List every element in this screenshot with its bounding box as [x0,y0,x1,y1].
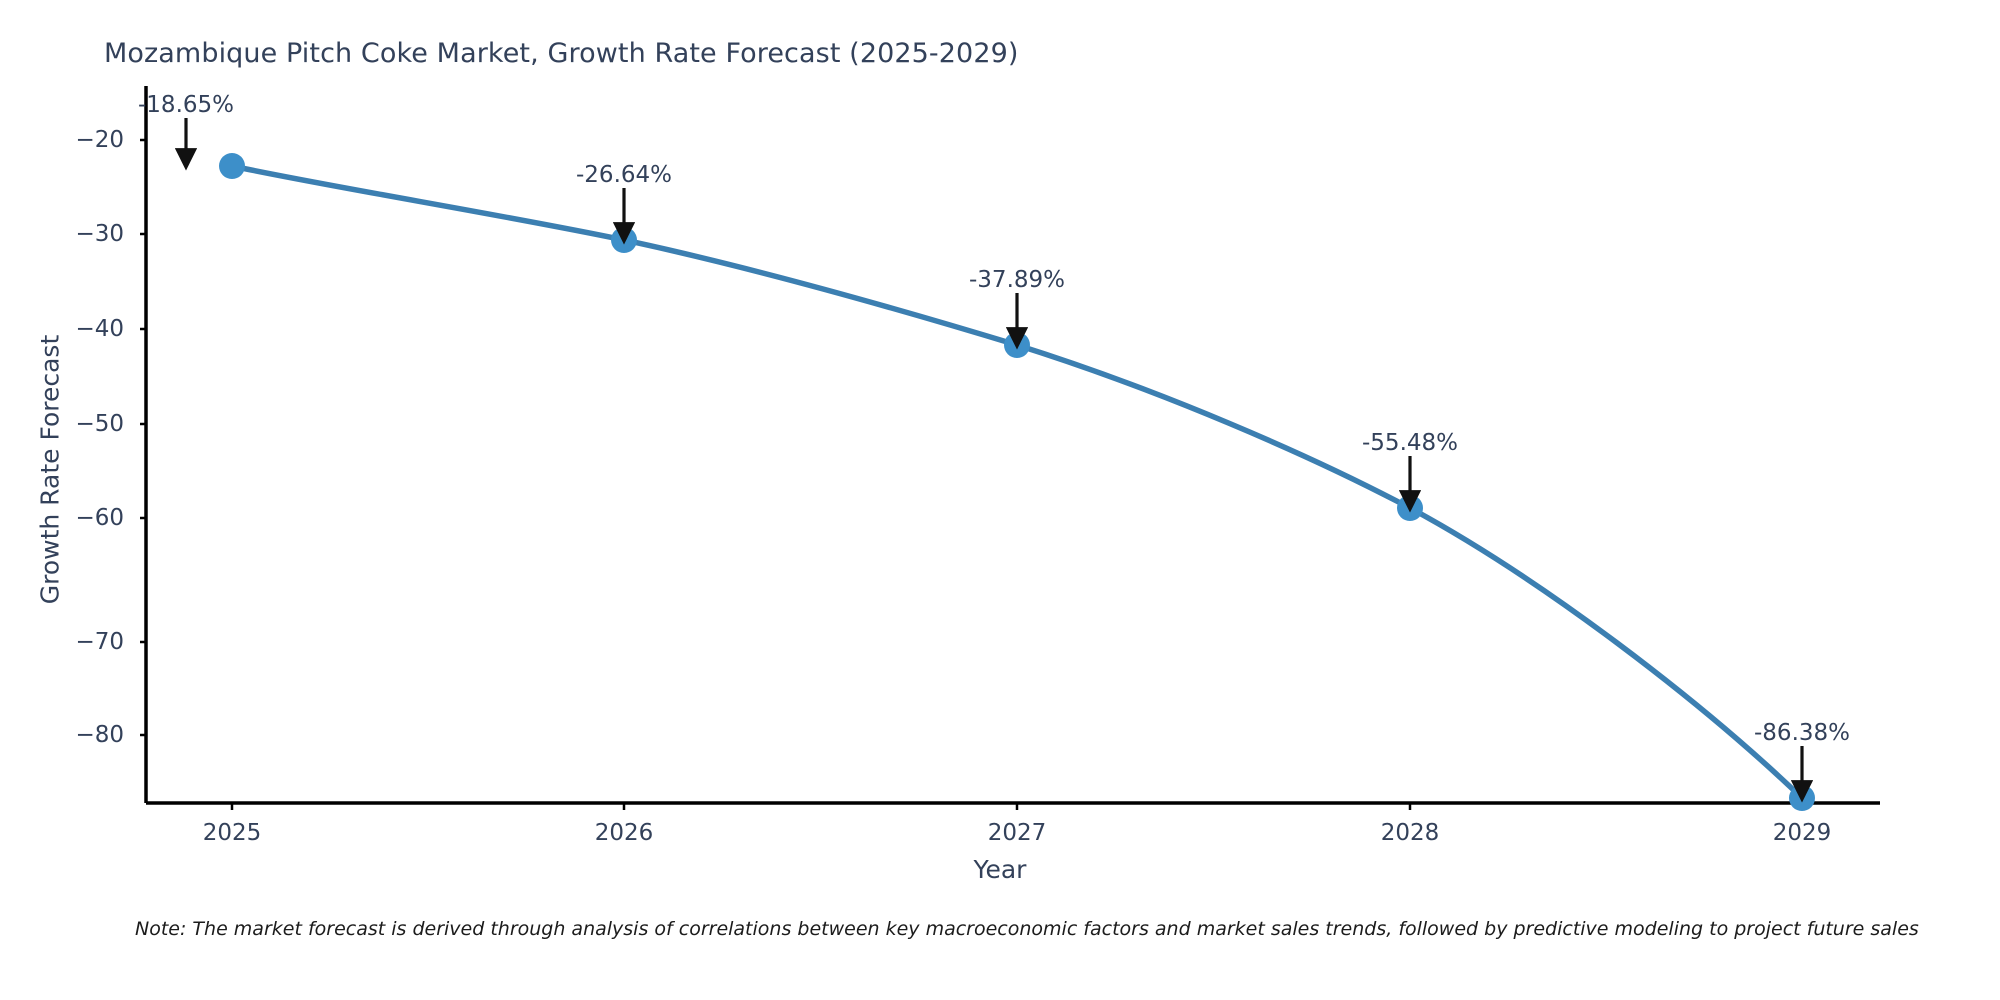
footnote-note: Note: The market forecast is derived thr… [135,918,1919,940]
x-tick-label: 2029 [1772,820,1832,846]
data-point-marker[interactable] [1397,495,1423,521]
y-tick-label: −80 [75,722,124,748]
data-point-marker[interactable] [611,227,637,253]
data-point-annotation: -26.64% [576,162,672,188]
data-point-annotation: -37.89% [969,267,1065,293]
y-tick-label: −30 [75,221,124,247]
data-point-marker[interactable] [1004,332,1030,358]
data-point-marker[interactable] [219,153,245,179]
x-tick-label: 2028 [1380,820,1440,846]
x-axis-label: Year [973,855,1027,884]
x-tick-label: 2027 [987,820,1047,846]
data-point-annotation: -55.48% [1362,430,1458,456]
annotation-arrows [174,118,1814,803]
data-point-annotation: -18.65% [138,92,234,118]
x-tick-label: 2025 [202,820,262,846]
y-tick-label: −20 [75,127,124,153]
y-tick-label: −60 [75,505,124,531]
y-tick-label: −50 [75,411,124,437]
data-point-marker[interactable] [1789,785,1815,811]
data-point-annotation: -86.38% [1754,720,1850,746]
page-title: Mozambique Pitch Coke Market, Growth Rat… [104,38,1019,69]
y-tick-label: −70 [75,629,124,655]
y-axis-ticks [140,138,146,737]
y-tick-label: −40 [75,316,124,342]
x-tick-label: 2026 [594,820,654,846]
plot-background [146,86,1880,803]
